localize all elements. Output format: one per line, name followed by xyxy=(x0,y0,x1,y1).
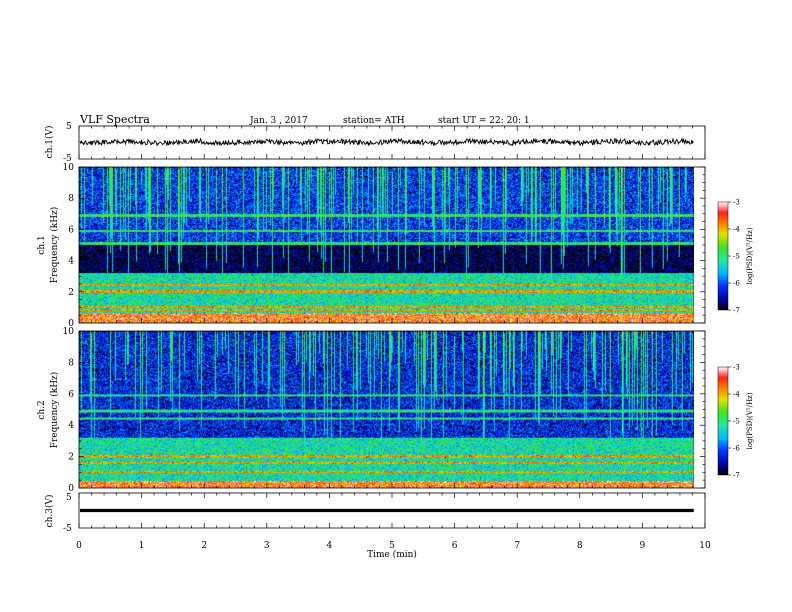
freq-tick-label: 0 xyxy=(68,319,74,329)
ch2-spectrogram-image xyxy=(79,331,694,488)
ch2-spectrogram-ticks: 0 2 4 6 8 10 xyxy=(63,327,706,494)
freq-tick-label: 10 xyxy=(63,163,75,173)
time-axis-label: Time (min) xyxy=(367,549,417,560)
ch3-waveform-ticks xyxy=(78,493,706,528)
ch1-channel-label: ch.1 xyxy=(37,235,47,254)
ch1-colorbar-ticks: -3 -4 -5 -6 -7 xyxy=(728,199,740,315)
ch1-waveform-ylabel: ch.1(V) xyxy=(44,126,55,159)
colorbar-tick-label: -3 xyxy=(733,199,740,207)
freq-tick-label: 8 xyxy=(68,194,74,204)
time-tick-label: 10 xyxy=(699,541,711,551)
station-label: station= ATH xyxy=(343,116,405,126)
ch3-waveform-panel: 5 -5 ch.3(V) xyxy=(44,492,706,534)
ch1-waveform-ticks xyxy=(78,126,706,159)
colorbar-tick-label: -5 xyxy=(733,418,740,426)
ch1-spectrogram-ticks: 0 2 4 6 8 10 xyxy=(63,163,706,329)
time-tick-label: 2 xyxy=(201,541,207,551)
colorbar-tick-label: -6 xyxy=(733,445,740,453)
freq-tick-label: 4 xyxy=(68,257,74,267)
colorbar-tick-label: -6 xyxy=(733,280,740,288)
time-tick-label: 4 xyxy=(327,541,333,551)
colorbar-tick-label: -7 xyxy=(733,472,740,480)
time-tick-label: 3 xyxy=(264,541,270,551)
colorbar-tick-label: -5 xyxy=(733,253,740,261)
figure-title: VLF Spectra xyxy=(79,113,150,126)
freq-tick-label: 2 xyxy=(68,453,74,463)
ch1-waveform-trace xyxy=(79,137,694,147)
freq-tick-label: 0 xyxy=(68,484,74,494)
freq-tick-label: 8 xyxy=(68,358,74,368)
ch1-ytick-top: 5 xyxy=(66,122,72,132)
date-label: Jan. 3 , 2017 xyxy=(249,116,308,126)
ch2-spectrogram-panel: 0 2 4 6 8 10 ch.2 Frequency (kHz) xyxy=(37,327,706,494)
time-tick-label: 1 xyxy=(139,541,145,551)
ch2-channel-label: ch.2 xyxy=(37,400,47,419)
ch1-spectrogram-panel: 0 2 4 6 8 10 ch.1 Frequency (kHz) xyxy=(37,163,706,329)
freq-tick-label: 4 xyxy=(68,421,74,431)
ch1-colorbar-label: log(PSD)(V²/Hz) xyxy=(746,227,754,284)
ch1-spectrogram-image xyxy=(79,167,694,323)
time-tick-label: 5 xyxy=(389,541,395,551)
ch1-colorbar-scale xyxy=(717,201,729,311)
time-axis-tick-labels: 0 1 2 3 4 5 6 7 8 9 10 xyxy=(76,541,711,551)
ch2-colorbar: -3 -4 -5 -6 -7 log(PSD)(V²/Hz) xyxy=(717,364,754,480)
ch3-waveform-ylabel: ch.3(V) xyxy=(44,495,55,528)
ch2-colorbar-label: log(PSD)(V²/Hz) xyxy=(746,392,754,449)
colorbar-tick-label: -4 xyxy=(733,226,740,234)
colorbar-tick-label: -7 xyxy=(733,307,740,315)
colorbar-tick-label: -4 xyxy=(733,391,740,399)
colorbar-tick-label: -3 xyxy=(733,364,740,372)
freq-tick-label: 6 xyxy=(68,390,74,400)
freq-tick-label: 6 xyxy=(68,225,74,235)
time-tick-label: 0 xyxy=(76,541,82,551)
ch2-frequency-label: Frequency (kHz) xyxy=(49,372,60,449)
start-time-label: start UT = 22: 20: 1 xyxy=(438,116,530,126)
freq-tick-label: 2 xyxy=(68,288,74,298)
ch1-frequency-label: Frequency (kHz) xyxy=(49,207,60,284)
ch3-ytick-bottom: -5 xyxy=(63,524,72,534)
ch1-ytick-bottom: -5 xyxy=(63,154,72,164)
time-tick-label: 7 xyxy=(514,541,520,551)
time-tick-label: 9 xyxy=(640,541,646,551)
ch2-colorbar-ticks: -3 -4 -5 -6 -7 xyxy=(728,364,740,480)
time-tick-label: 6 xyxy=(452,541,458,551)
ch1-colorbar: -3 -4 -5 -6 -7 log(PSD)(V²/Hz) xyxy=(717,199,754,315)
ch1-waveform-panel: 5 -5 ch.1(V) xyxy=(44,122,706,164)
time-tick-label: 8 xyxy=(577,541,583,551)
ch3-ytick-top: 5 xyxy=(66,493,72,503)
ch2-colorbar-scale xyxy=(717,366,729,476)
freq-tick-label: 10 xyxy=(63,327,75,337)
